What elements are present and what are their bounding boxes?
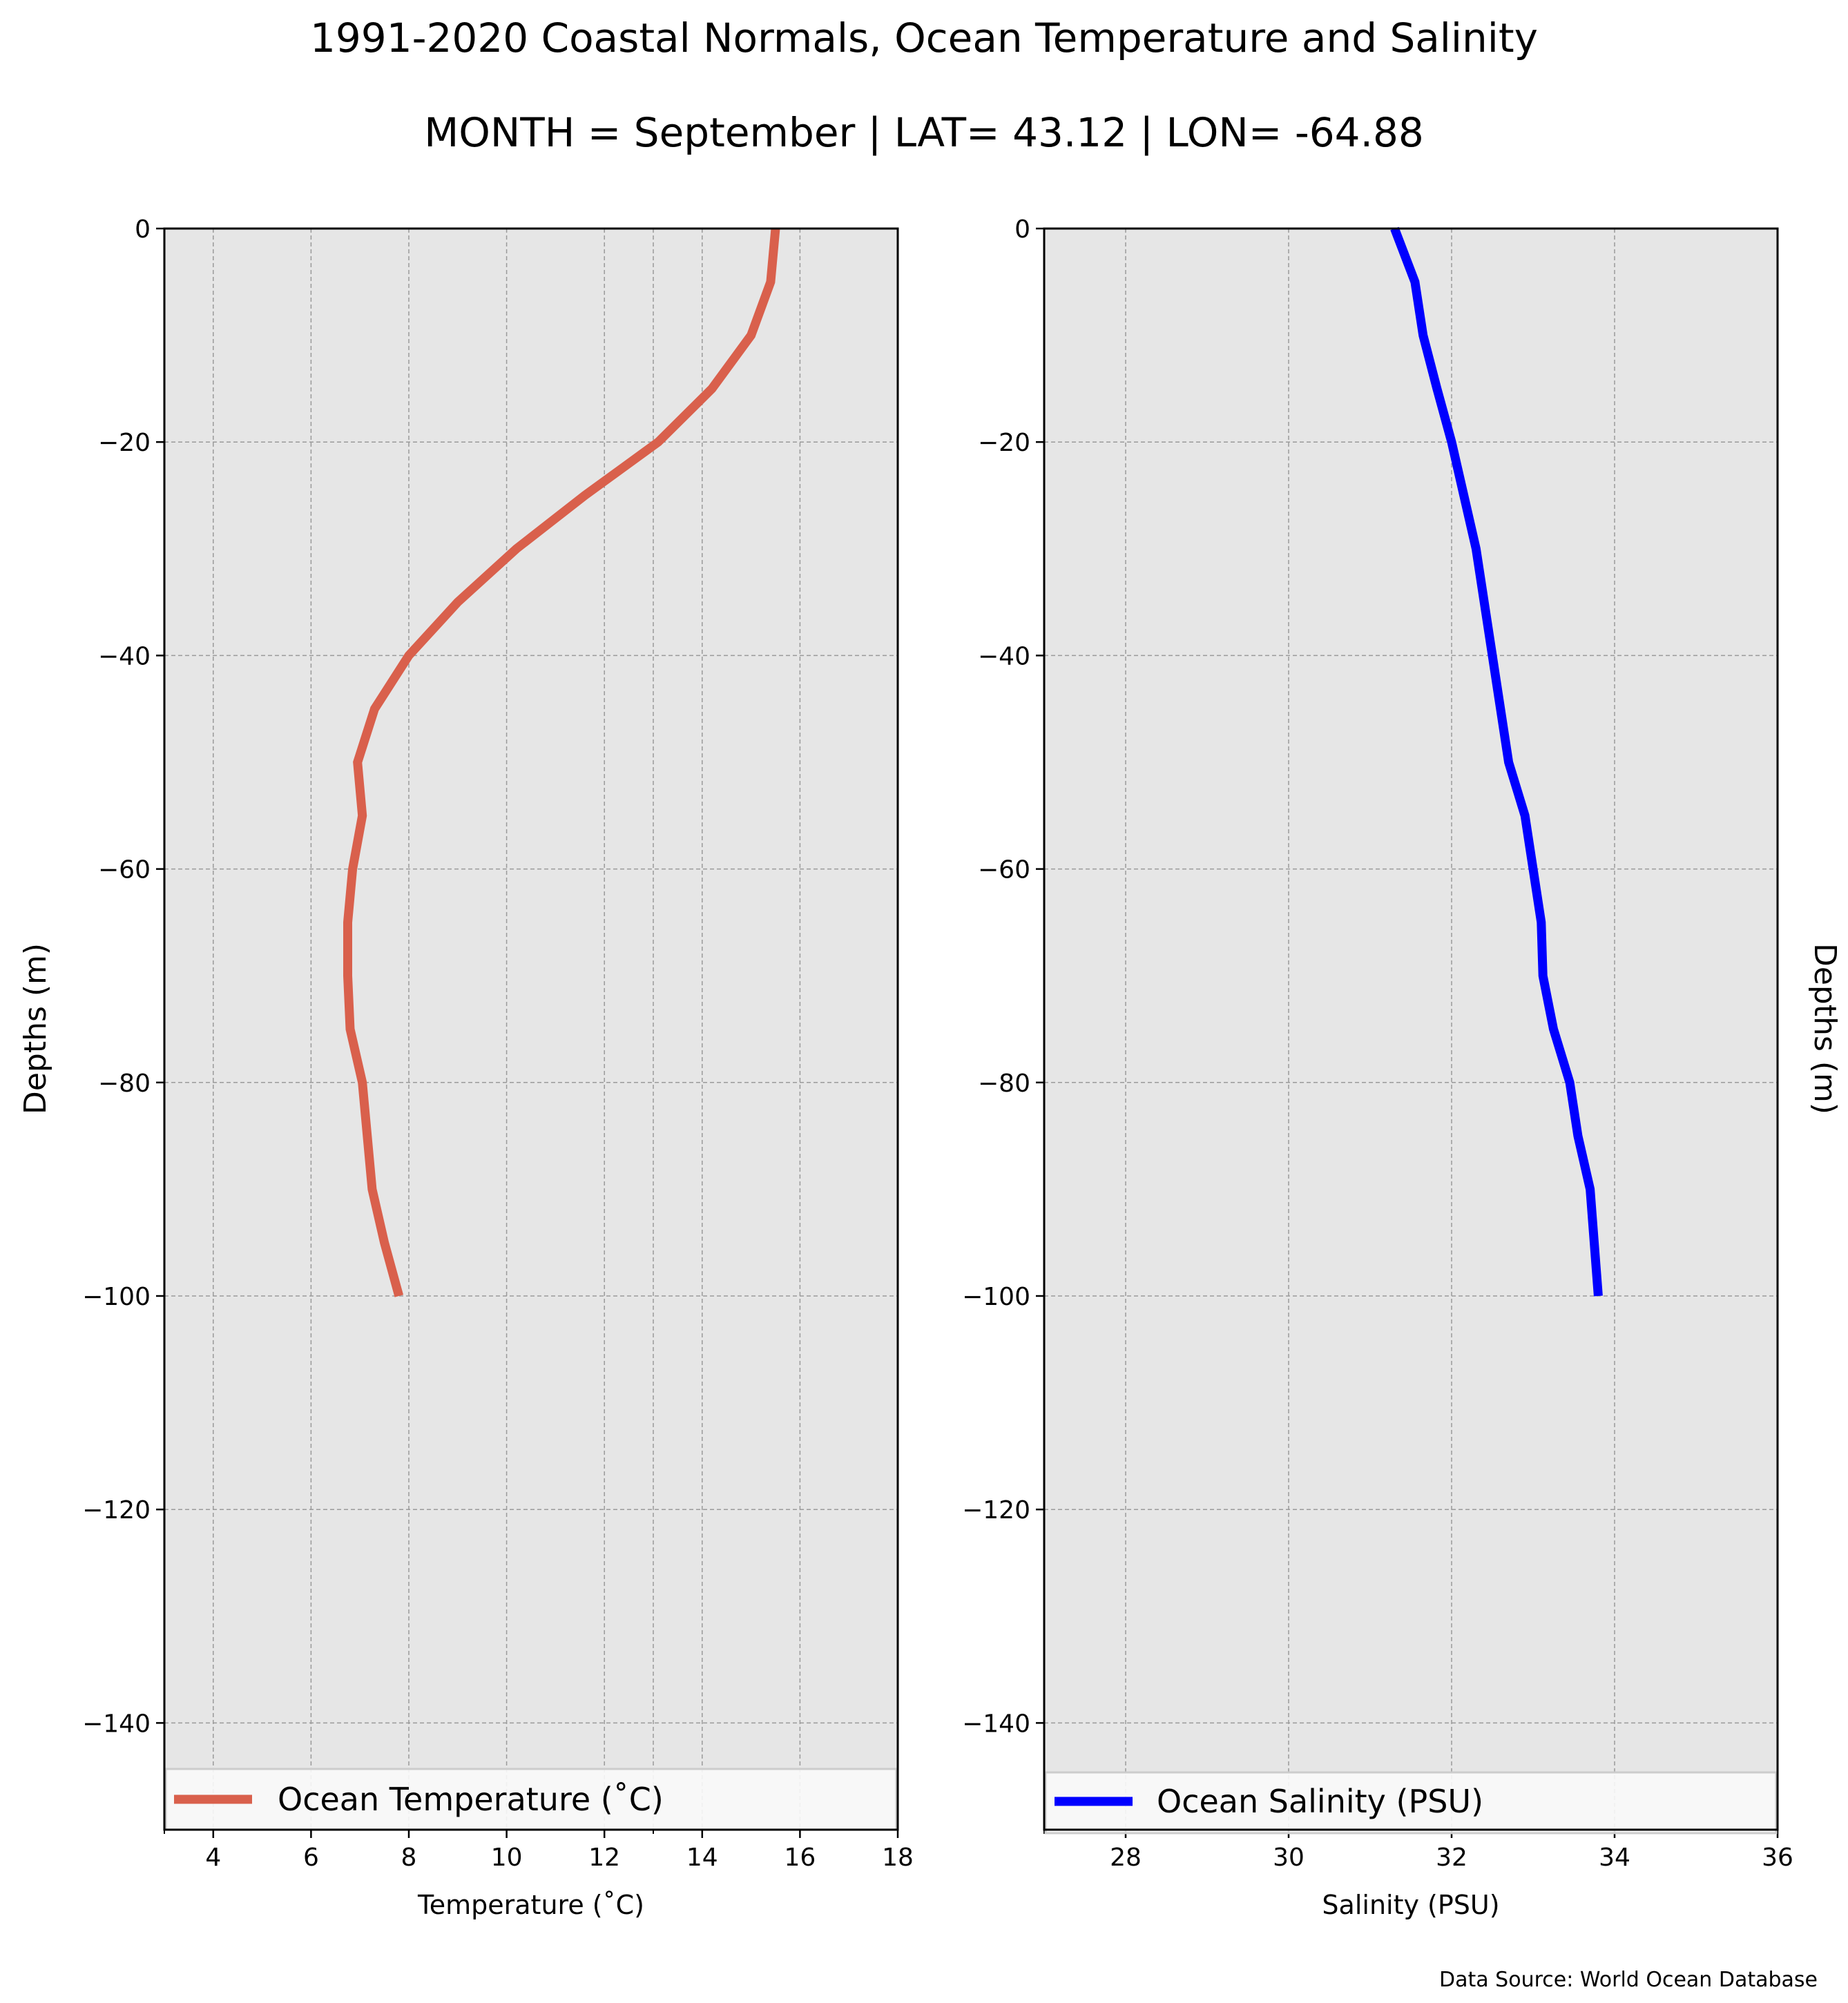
temperature-plot-area [164,229,898,1830]
data-source-note: Data Source: World Ocean Database [1439,1968,1818,1992]
y-tick-label: 0 [1014,215,1030,244]
x-tick-label: 32 [1436,1844,1467,1872]
temperature-legend-box [164,1768,898,1831]
temperature-legend-label: Ocean Temperature (˚C) [278,1781,664,1818]
y-tick-label: −100 [82,1283,151,1311]
y-tick-label: −140 [82,1710,151,1738]
temperature-axes-frame [163,227,899,1831]
y-tick-label: −120 [962,1496,1030,1525]
x-tick-label: 10 [491,1844,523,1872]
salinity-series-line [1390,226,1603,1297]
y-tick-label: −140 [962,1710,1030,1738]
x-tick-label: 18 [882,1844,914,1872]
y-tick-label: −100 [962,1283,1030,1311]
x-tick-label: 12 [588,1844,620,1872]
salinity-y-ticks: 0 −20 −40 −60 −80 −100 −120 −140 [962,215,1044,1738]
temperature-y-axis-label: Depths (m) [18,943,53,1114]
x-tick-label: 14 [686,1844,718,1872]
chart-title: 1991-2020 Coastal Normals, Ocean Tempera… [310,14,1538,61]
x-tick-label: 4 [205,1844,221,1872]
y-tick-label: −80 [978,1070,1030,1098]
y-tick-label: −40 [978,642,1030,670]
salinity-axes-frame [1043,227,1779,1831]
x-tick-label: 8 [401,1844,417,1872]
x-tick-label: 6 [303,1844,319,1872]
salinity-x-axis-label: Salinity (PSU) [1322,1890,1499,1920]
x-tick-label: 36 [1762,1844,1793,1872]
temperature-x-ticks: 4 6 8 10 12 14 16 18 [164,1830,914,1872]
salinity-plot-area [1044,229,1778,1830]
salinity-y-axis-label: Depths (m) [1807,943,1842,1114]
y-tick-label: −80 [98,1070,151,1098]
chart-subtitle: MONTH = September | LAT= 43.12 | LON= -6… [424,109,1424,156]
temperature-x-axis-label: Temperature (˚C) [417,1890,644,1920]
y-tick-label: 0 [135,215,151,244]
y-tick-label: −120 [82,1496,151,1525]
temperature-panel: 0−20−40−60−80−100−120−140 4 6 8 10 12 14 16 18 … [18,215,914,1920]
x-tick-label: 34 [1599,1844,1630,1872]
y-tick-label: −60 [98,856,151,884]
temperature-legend: Ocean Temperature (˚C) [164,1768,898,1831]
y-tick-label: −20 [98,429,151,457]
salinity-legend: Ocean Salinity (PSU) [1044,1771,1778,1835]
y-tick-label: −40 [98,642,151,670]
salinity-legend-box [1044,1771,1778,1835]
x-tick-label: 30 [1273,1844,1305,1872]
salinity-legend-label: Ocean Salinity (PSU) [1157,1783,1483,1820]
temperature-y-ticks: 0 −20 −40 −60 −80 −100 −120 −140 [82,215,164,1738]
x-tick-label: 16 [784,1844,816,1872]
y-tick-label: −20 [978,429,1030,457]
x-tick-label: 28 [1110,1844,1142,1872]
y-tick-label: −60 [978,856,1030,884]
temperature-series-line [343,228,780,1297]
salinity-x-ticks: 28 30 32 34 36 [1043,1830,1793,1872]
salinity-panel: 0 −20 −40 −60 −80 −100 −120 −140 28 30 32 34 36 Oce… [962,215,1842,1920]
